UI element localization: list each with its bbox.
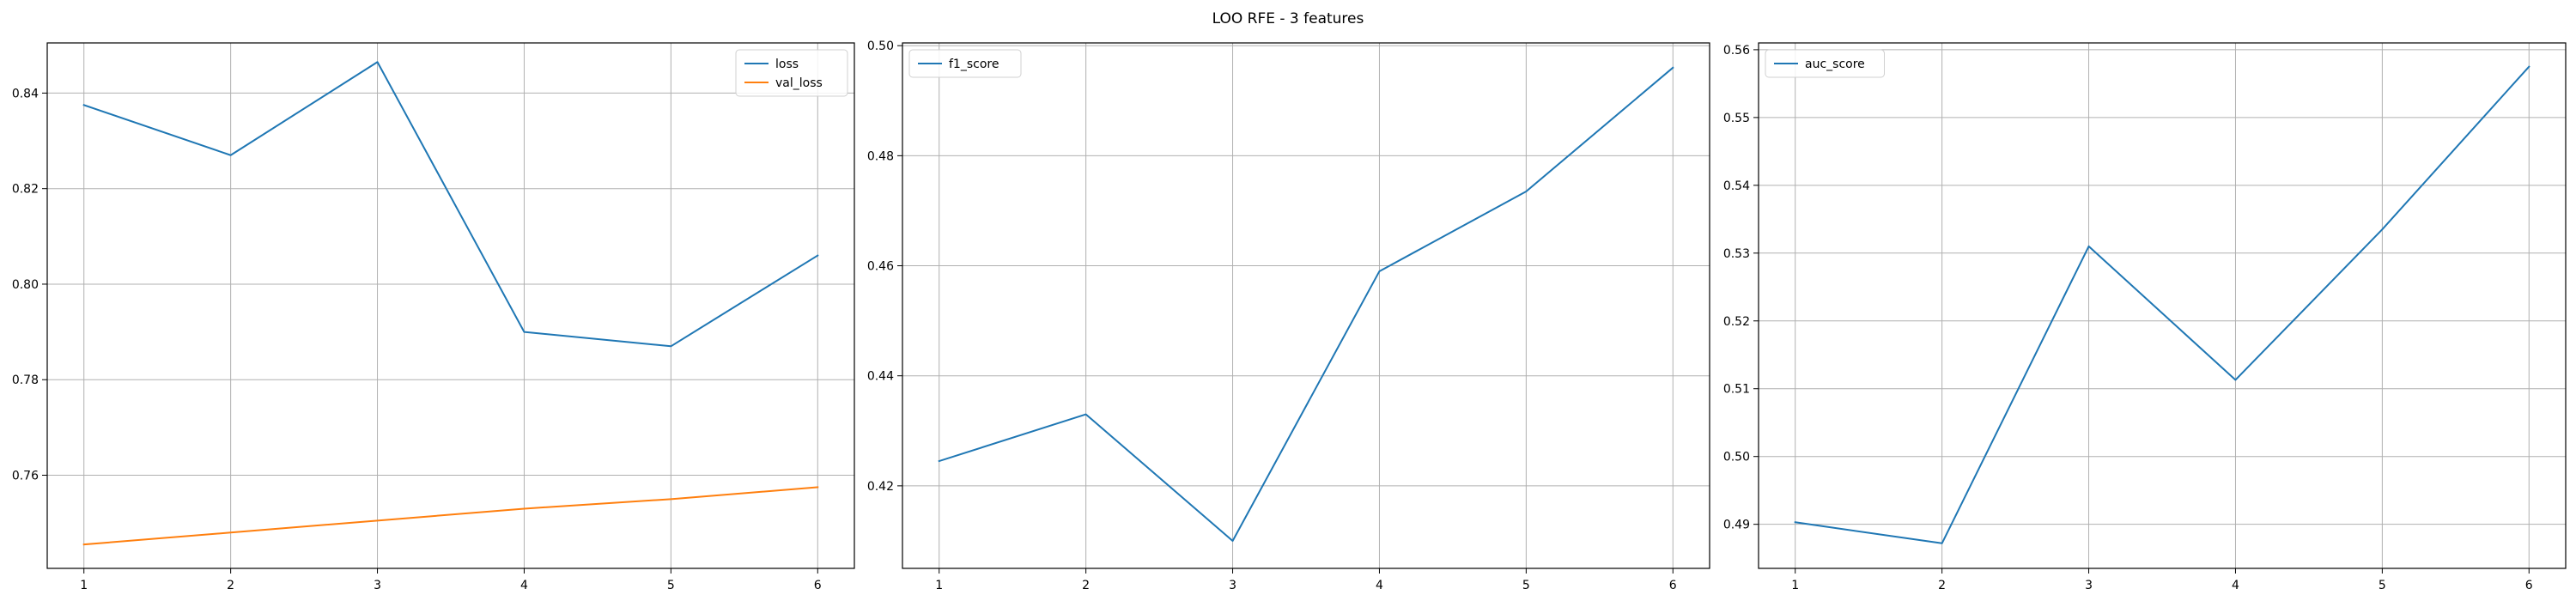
series-line-val_loss [82, 486, 819, 546]
y-tick-label: 0.42 [867, 480, 894, 494]
y-tick-label: 0.84 [12, 87, 39, 100]
legend-box [1765, 49, 1885, 78]
y-tick-label: 0.50 [867, 39, 894, 53]
y-tick-label: 0.55 [1723, 112, 1750, 125]
legend: auc_score [1765, 49, 1885, 78]
x-tick-label: 2 [1082, 579, 1090, 592]
series-group [82, 61, 819, 546]
x-tick-label: 5 [2379, 579, 2386, 592]
legend-box [908, 49, 1022, 78]
y-tick-label: 0.78 [12, 373, 39, 387]
y-tick-label: 0.46 [867, 260, 894, 274]
y-tick-label: 0.52 [1723, 315, 1750, 329]
legend: loss val_loss [735, 49, 848, 97]
series-line-auc_score [1794, 65, 2530, 544]
x-tick-label: 5 [667, 579, 675, 592]
axes-frame [902, 42, 1710, 569]
y-tick-label: 0.49 [1723, 519, 1750, 532]
series-group [938, 66, 1674, 542]
y-tick-label: 0.51 [1723, 383, 1750, 397]
x-tick-label: 1 [1791, 579, 1799, 592]
legend-label-loss: loss [775, 58, 799, 71]
x-tick-label: 1 [80, 579, 88, 592]
grid-lines [47, 43, 854, 568]
subplots: 1 2 3 4 5 6 0.76 0.78 0.80 0.82 0.84 loss val_loss 1 2… [12, 39, 2567, 592]
grid-lines [902, 43, 1710, 568]
legend: f1_score [908, 49, 1022, 78]
y-tick-label: 0.82 [12, 183, 39, 197]
x-tick-label: 4 [520, 579, 528, 592]
ticks: 1 2 3 4 5 6 0.42 0.44 0.46 0.48 0.50 [867, 39, 1677, 592]
subplot-3: 1 2 3 4 5 6 0.49 0.50 0.51 0.52 0.53 0.54 0.55 0.56 au… [1723, 42, 2567, 592]
x-tick-label: 4 [2232, 579, 2239, 592]
y-tick-label: 0.44 [867, 370, 894, 384]
series-line-loss [82, 61, 819, 348]
ticks: 1 2 3 4 5 6 0.76 0.78 0.80 0.82 0.84 [12, 87, 822, 592]
x-tick-label: 3 [2085, 579, 2093, 592]
x-tick-label: 3 [1229, 579, 1236, 592]
x-tick-label: 2 [1938, 579, 1946, 592]
y-tick-label: 0.50 [1723, 451, 1750, 464]
axes-frame [46, 42, 855, 569]
x-tick-label: 6 [1669, 579, 1677, 592]
y-tick-label: 0.80 [12, 278, 39, 292]
legend-label-auc_score: auc_score [1805, 58, 1865, 71]
y-tick-label: 0.48 [867, 149, 894, 163]
x-tick-label: 1 [935, 579, 943, 592]
x-tick-label: 5 [1522, 579, 1530, 592]
legend-box [735, 49, 848, 97]
y-tick-label: 0.76 [12, 470, 39, 483]
x-tick-label: 4 [1376, 579, 1383, 592]
x-tick-label: 3 [374, 579, 381, 592]
y-tick-label: 0.54 [1723, 179, 1750, 193]
axes-frame [1758, 42, 2567, 569]
x-tick-label: 2 [227, 579, 234, 592]
x-tick-label: 6 [814, 579, 822, 592]
subplot-1: 1 2 3 4 5 6 0.76 0.78 0.80 0.82 0.84 loss val_loss [12, 42, 855, 592]
legend-label-f1_score: f1_score [949, 58, 999, 71]
ticks: 1 2 3 4 5 6 0.49 0.50 0.51 0.52 0.53 0.54 0.55 0.56 [1723, 44, 2533, 592]
x-tick-label: 6 [2525, 579, 2533, 592]
series-line-f1_score [938, 66, 1674, 542]
y-tick-label: 0.53 [1723, 247, 1750, 261]
legend-label-val_loss: val_loss [775, 76, 823, 90]
grid-lines [1759, 43, 2566, 568]
y-tick-label: 0.56 [1723, 44, 1750, 58]
figure-title: LOO RFE - 3 features [1212, 10, 1364, 27]
subplot-2: 1 2 3 4 5 6 0.42 0.44 0.46 0.48 0.50 f1_score [867, 39, 1710, 592]
series-group [1794, 65, 2530, 544]
